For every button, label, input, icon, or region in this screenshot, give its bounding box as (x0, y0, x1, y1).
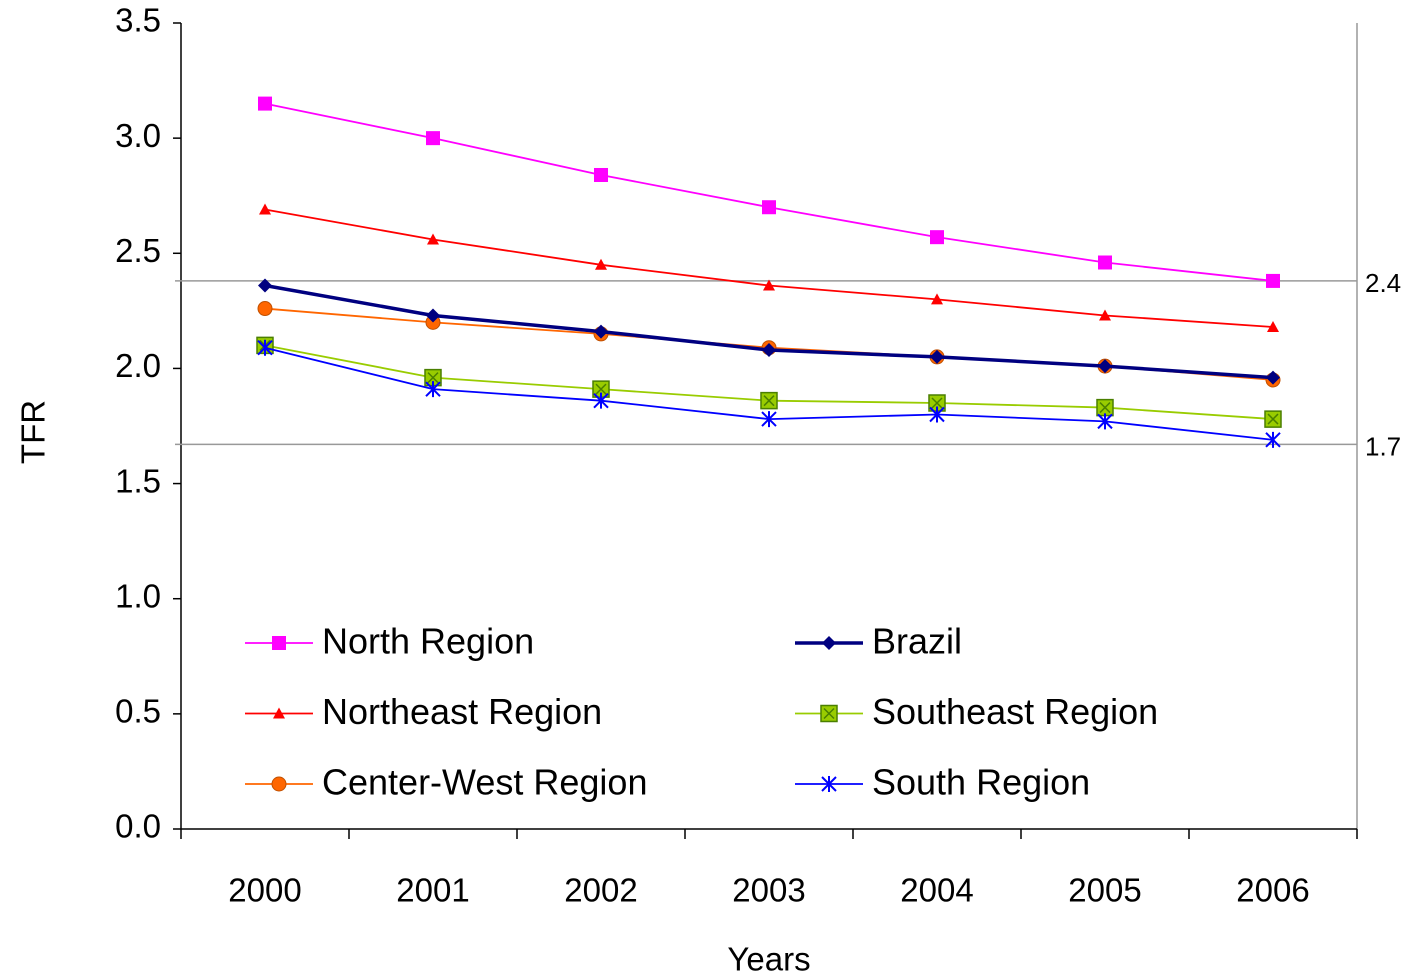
data-point (259, 203, 271, 215)
x-tick-label: 2001 (396, 872, 469, 909)
reference-label: 2.4 (1365, 268, 1401, 298)
series-line (264, 283, 1274, 380)
y-tick-label: 2.5 (115, 232, 161, 269)
data-point (257, 339, 273, 356)
y-axis-title: TFR (15, 400, 52, 464)
data-point (930, 349, 944, 364)
data-point (930, 230, 944, 245)
legend-label: South Region (872, 762, 1090, 803)
x-tick-label: 2002 (564, 872, 637, 909)
x-axis-title: Years (727, 941, 810, 978)
y-tick-label: 0.0 (115, 808, 161, 845)
legend-label: Northeast Region (322, 691, 602, 732)
data-point (929, 406, 945, 423)
y-tick-label: 3.0 (115, 117, 161, 154)
legend-label: Southeast Region (872, 691, 1158, 732)
data-point (257, 301, 273, 317)
data-point (425, 381, 441, 398)
data-point (1098, 359, 1112, 374)
y-tick-label: 1.0 (115, 577, 161, 614)
legend-label: Center-West Region (322, 762, 647, 803)
data-point (1266, 370, 1280, 385)
data-point (258, 278, 272, 293)
data-point (761, 411, 777, 428)
data-point (931, 293, 943, 305)
data-point (762, 343, 776, 358)
legend-marker (820, 704, 838, 723)
data-point (594, 167, 608, 182)
data-point (1099, 309, 1111, 321)
legend-marker (822, 636, 836, 650)
x-tick-label: 2000 (228, 872, 301, 909)
data-point (426, 131, 440, 146)
data-point (1096, 398, 1114, 417)
x-tick-label: 2006 (1236, 872, 1309, 909)
data-point (928, 394, 946, 412)
legend-marker (272, 636, 286, 650)
x-tick-label: 2005 (1068, 872, 1141, 909)
data-point (1098, 255, 1112, 270)
y-tick-label: 2.0 (115, 347, 161, 384)
y-tick-label: 1.5 (115, 462, 161, 499)
legend-marker (821, 776, 837, 792)
data-point (427, 233, 439, 245)
data-point (1266, 273, 1280, 288)
data-point (594, 324, 608, 339)
data-point (1267, 320, 1279, 332)
data-point (426, 308, 440, 323)
reference-label: 1.7 (1365, 431, 1401, 461)
y-tick-label: 3.5 (115, 2, 161, 39)
series-line (264, 208, 1274, 328)
data-point (763, 279, 775, 291)
data-point (1265, 431, 1281, 448)
data-point (592, 380, 610, 398)
legend-label: North Region (322, 621, 534, 662)
data-point (424, 368, 442, 387)
data-point (1097, 413, 1113, 430)
y-tick-label: 0.5 (115, 693, 161, 730)
legend-marker (271, 776, 287, 792)
series-line (264, 102, 1274, 282)
data-point (1264, 410, 1282, 428)
legend-marker (273, 707, 285, 719)
data-point (595, 258, 607, 270)
data-point (760, 391, 778, 410)
x-tick-label: 2003 (732, 872, 805, 909)
legend-label: Brazil (872, 621, 962, 662)
x-tick-label: 2004 (900, 872, 973, 909)
data-point (593, 392, 609, 409)
data-point (258, 96, 272, 111)
data-point (762, 200, 776, 215)
